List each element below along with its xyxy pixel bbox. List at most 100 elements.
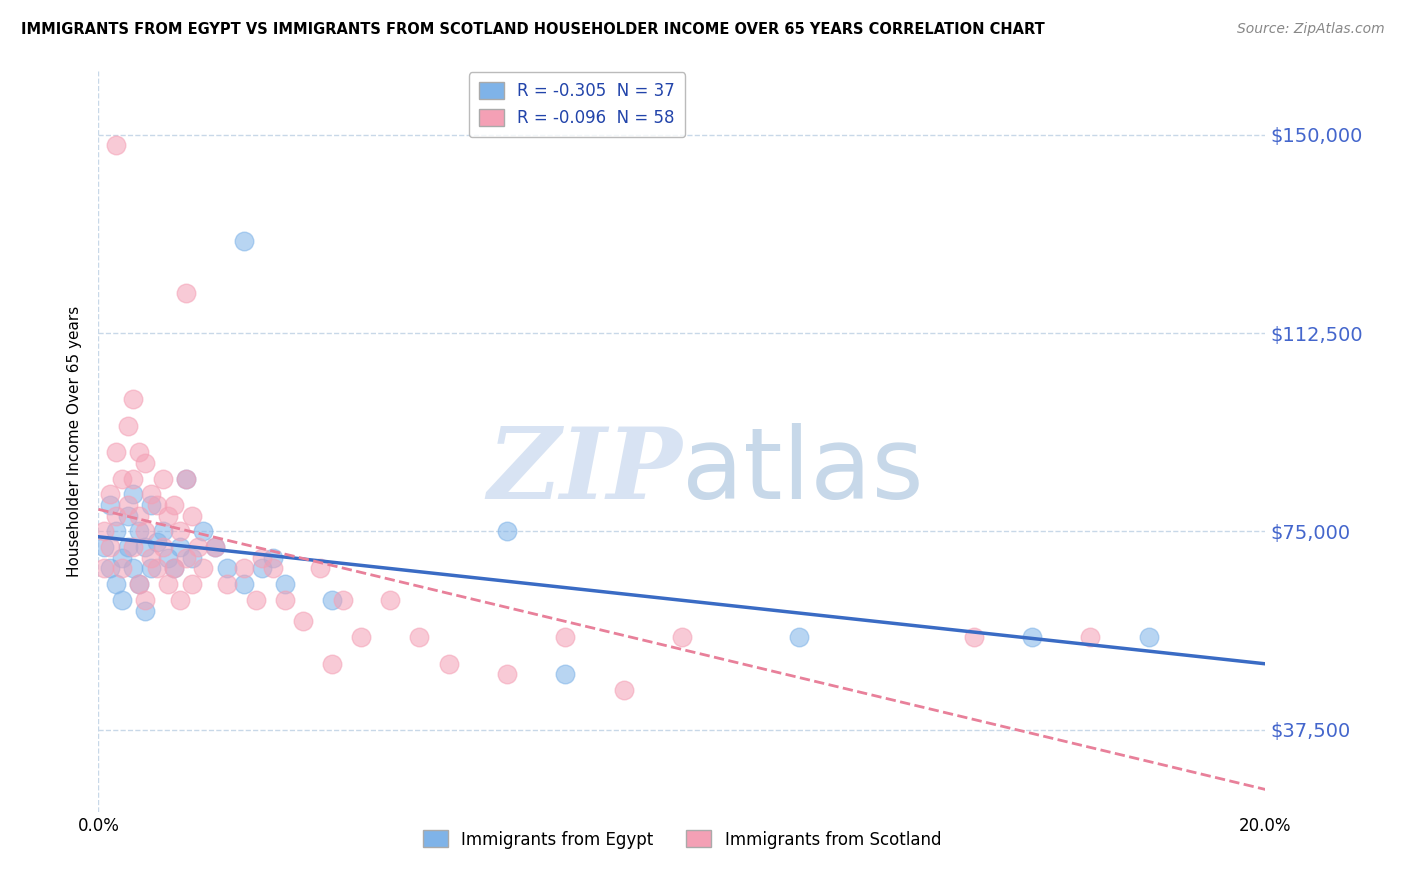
Point [233, 234, 256, 248]
Point [139, 498, 162, 512]
Legend: Immigrants from Egypt, Immigrants from Scotland: Immigrants from Egypt, Immigrants from S… [416, 823, 948, 855]
Point [291, 615, 314, 629]
Point [111, 561, 134, 575]
Point [437, 657, 460, 671]
Point [180, 550, 202, 565]
Point [187, 541, 209, 555]
Point [163, 561, 186, 575]
Point [146, 535, 169, 549]
Point [193, 561, 215, 575]
Point [174, 472, 197, 486]
Point [233, 561, 256, 575]
Text: IMMIGRANTS FROM EGYPT VS IMMIGRANTS FROM SCOTLAND HOUSEHOLDER INCOME OVER 65 YEA: IMMIGRANTS FROM EGYPT VS IMMIGRANTS FROM… [21, 22, 1045, 37]
Point [146, 498, 169, 512]
Point [380, 593, 402, 607]
Point [98, 498, 121, 512]
Point [321, 593, 343, 607]
Point [250, 550, 273, 565]
Point [139, 550, 162, 565]
Point [93, 524, 115, 539]
Point [122, 541, 145, 555]
Point [134, 524, 156, 539]
Point [104, 508, 127, 523]
Point [134, 604, 156, 618]
Point [98, 541, 121, 555]
Point [496, 524, 519, 539]
Point [134, 593, 156, 607]
Point [1137, 630, 1160, 644]
Point [117, 498, 139, 512]
Point [117, 541, 139, 555]
Point [111, 593, 134, 607]
Point [122, 392, 145, 407]
Point [111, 550, 134, 565]
Point [157, 577, 180, 591]
Point [174, 286, 197, 301]
Point [496, 667, 519, 681]
Point [262, 550, 284, 565]
Point [204, 541, 226, 555]
Point [274, 593, 297, 607]
Point [146, 561, 169, 575]
Point [157, 550, 180, 565]
Point [163, 498, 186, 512]
Point [93, 541, 115, 555]
Point [1021, 630, 1043, 644]
Point [787, 630, 810, 644]
Point [134, 456, 156, 470]
Point [671, 630, 693, 644]
Point [215, 561, 238, 575]
Point [554, 630, 576, 644]
Text: atlas: atlas [682, 423, 924, 520]
Point [98, 561, 121, 575]
Point [215, 577, 238, 591]
Point [233, 577, 256, 591]
Point [128, 577, 150, 591]
Point [104, 524, 127, 539]
Point [180, 577, 202, 591]
Point [274, 577, 297, 591]
Point [122, 561, 145, 575]
Point [122, 472, 145, 486]
Point [408, 630, 430, 644]
Point [134, 541, 156, 555]
Point [104, 445, 127, 459]
Y-axis label: Householder Income Over 65 years: Householder Income Over 65 years [67, 306, 83, 577]
Point [204, 541, 226, 555]
Point [157, 508, 180, 523]
Point [169, 593, 191, 607]
Point [117, 508, 139, 523]
Point [245, 593, 267, 607]
Point [554, 667, 576, 681]
Point [350, 630, 373, 644]
Point [117, 418, 139, 433]
Point [104, 138, 127, 153]
Point [193, 524, 215, 539]
Point [122, 487, 145, 501]
Point [163, 561, 186, 575]
Point [309, 561, 332, 575]
Point [128, 577, 150, 591]
Point [128, 508, 150, 523]
Point [128, 445, 150, 459]
Point [262, 561, 284, 575]
Point [139, 561, 162, 575]
Point [139, 487, 162, 501]
Point [152, 524, 174, 539]
Point [104, 577, 127, 591]
Point [93, 561, 115, 575]
Point [180, 508, 202, 523]
Text: ZIP: ZIP [486, 423, 682, 519]
Point [169, 541, 191, 555]
Point [111, 472, 134, 486]
Text: Source: ZipAtlas.com: Source: ZipAtlas.com [1237, 22, 1385, 37]
Point [612, 683, 634, 698]
Point [152, 541, 174, 555]
Point [128, 524, 150, 539]
Point [98, 487, 121, 501]
Point [962, 630, 984, 644]
Point [174, 550, 197, 565]
Point [1080, 630, 1102, 644]
Point [321, 657, 343, 671]
Point [250, 561, 273, 575]
